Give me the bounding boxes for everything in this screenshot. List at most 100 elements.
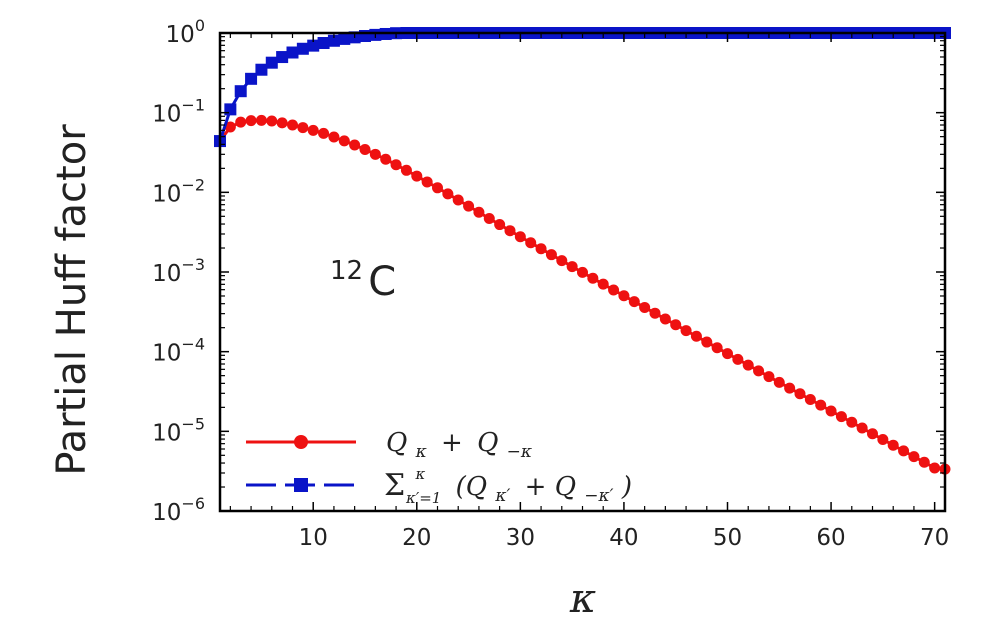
series-0-point bbox=[659, 313, 671, 325]
series-0-point bbox=[380, 153, 392, 165]
legend-red-op: + bbox=[441, 428, 463, 458]
y-tick-label-exp: −3 bbox=[181, 255, 205, 274]
series-0-point bbox=[856, 422, 868, 434]
series-0-point bbox=[670, 319, 682, 331]
legend-blue-op: + Q bbox=[525, 472, 576, 502]
y-axis-title: Partial Huff factor bbox=[49, 124, 95, 476]
y-tick-label: 10−5 bbox=[152, 414, 205, 446]
series-0 bbox=[214, 114, 951, 475]
y-tick-label-exp: −1 bbox=[181, 96, 205, 115]
element-annotation: 12 C bbox=[330, 256, 396, 305]
series-0-point bbox=[753, 365, 765, 377]
series-0-point bbox=[452, 194, 464, 206]
series-0-point bbox=[566, 261, 578, 273]
series-0-point bbox=[846, 416, 858, 428]
series-0-point bbox=[867, 428, 878, 440]
series-0-point bbox=[722, 348, 733, 360]
series-1-point bbox=[276, 51, 289, 64]
legend-blue-body: (Q bbox=[456, 472, 487, 502]
legend-red-q1: Q bbox=[386, 428, 407, 458]
series-1-point bbox=[255, 63, 268, 76]
legend-red-sub2: −κ bbox=[507, 442, 532, 462]
series-0-point bbox=[680, 325, 692, 337]
series-0-point bbox=[421, 176, 433, 188]
series-0-point bbox=[266, 115, 278, 127]
series-0-point bbox=[918, 456, 930, 468]
series-0-point bbox=[773, 376, 785, 388]
series-0-point bbox=[732, 353, 744, 365]
legend-blue-sigma: Σ bbox=[384, 468, 405, 503]
series-0-point bbox=[742, 359, 754, 371]
y-tick-label-base: 10 bbox=[152, 181, 181, 207]
series-0-point bbox=[835, 411, 847, 423]
series-1-point bbox=[286, 46, 299, 59]
series-0-point bbox=[307, 124, 319, 136]
series-0-point bbox=[287, 119, 298, 131]
y-tick-label: 100 bbox=[166, 16, 205, 48]
legend-blue-sub: κ′=1 bbox=[405, 489, 441, 507]
series-0-point bbox=[504, 225, 516, 237]
series-0-point bbox=[473, 206, 485, 218]
series-0-point bbox=[432, 182, 443, 194]
series-0-point bbox=[483, 212, 495, 224]
y-tick-label: 10−4 bbox=[152, 335, 205, 367]
series-0-point bbox=[898, 445, 910, 457]
legend-blue-sub2: −κ′ bbox=[584, 486, 613, 506]
x-tick-label: 70 bbox=[920, 525, 949, 551]
x-tick-label: 40 bbox=[609, 525, 638, 551]
series-0-point bbox=[297, 122, 309, 134]
series-0-point bbox=[359, 143, 371, 155]
series-0-point bbox=[556, 255, 568, 267]
y-tick-label-base: 10 bbox=[152, 102, 181, 128]
series-1-point bbox=[224, 103, 237, 116]
x-tick-label: 20 bbox=[402, 525, 431, 551]
y-tick-label-exp: −5 bbox=[181, 414, 205, 433]
series-0-point bbox=[825, 405, 837, 417]
series-0-point bbox=[815, 399, 827, 411]
y-tick-label: 10−3 bbox=[152, 255, 205, 287]
series-0-point bbox=[763, 371, 775, 383]
series-0-point bbox=[442, 188, 454, 200]
series-0-point bbox=[929, 462, 941, 474]
series-0-point bbox=[887, 439, 899, 451]
series-0-point bbox=[649, 307, 661, 319]
ticks-layer: 10 20 30 40 50 60 7010−610−510−410−310−210−110… bbox=[152, 16, 949, 551]
series-0-point bbox=[276, 117, 288, 129]
series-0-point bbox=[535, 243, 547, 255]
y-tick-label-base: 10 bbox=[152, 500, 181, 526]
y-tick-label-base: 10 bbox=[152, 420, 181, 446]
series-0-point bbox=[701, 336, 713, 348]
series-0-point bbox=[618, 290, 630, 302]
series-0-point bbox=[318, 127, 330, 139]
y-tick-label-base: 10 bbox=[152, 261, 181, 287]
series-0-point bbox=[494, 219, 506, 231]
y-tick-label-exp: −2 bbox=[181, 175, 205, 194]
legend-label-blue: Σ κ κ′=1 (Q κ′ + Q −κ′ ) bbox=[384, 456, 632, 510]
series-1-point bbox=[245, 72, 258, 85]
series-0-point bbox=[390, 159, 402, 171]
mass-number: 12 bbox=[330, 256, 363, 286]
series-0-point bbox=[711, 342, 723, 354]
series-1-point bbox=[296, 42, 309, 55]
element-symbol: C bbox=[368, 259, 396, 305]
series-0-point bbox=[690, 330, 702, 342]
y-tick-label-base: 10 bbox=[152, 341, 181, 367]
series-0-point bbox=[608, 284, 620, 296]
series-1-point bbox=[307, 39, 320, 52]
y-tick-label-exp: −4 bbox=[181, 335, 205, 354]
series-0-point bbox=[400, 164, 412, 176]
y-tick-label: 10−2 bbox=[152, 175, 205, 207]
series-layer bbox=[214, 27, 951, 475]
legend-blue-sub1: κ′ bbox=[494, 486, 510, 506]
series-1-point bbox=[317, 36, 330, 49]
legend-blue-close: ) bbox=[621, 472, 632, 502]
x-axis-title: κ bbox=[569, 576, 596, 622]
series-0-point bbox=[255, 114, 267, 126]
series-0-point bbox=[804, 393, 816, 405]
series-1-line bbox=[218, 31, 945, 142]
series-0-point bbox=[411, 170, 423, 182]
x-tick-label: 10 bbox=[299, 525, 328, 551]
series-0-point bbox=[369, 148, 381, 160]
legend-red-sub1: κ bbox=[415, 442, 427, 462]
